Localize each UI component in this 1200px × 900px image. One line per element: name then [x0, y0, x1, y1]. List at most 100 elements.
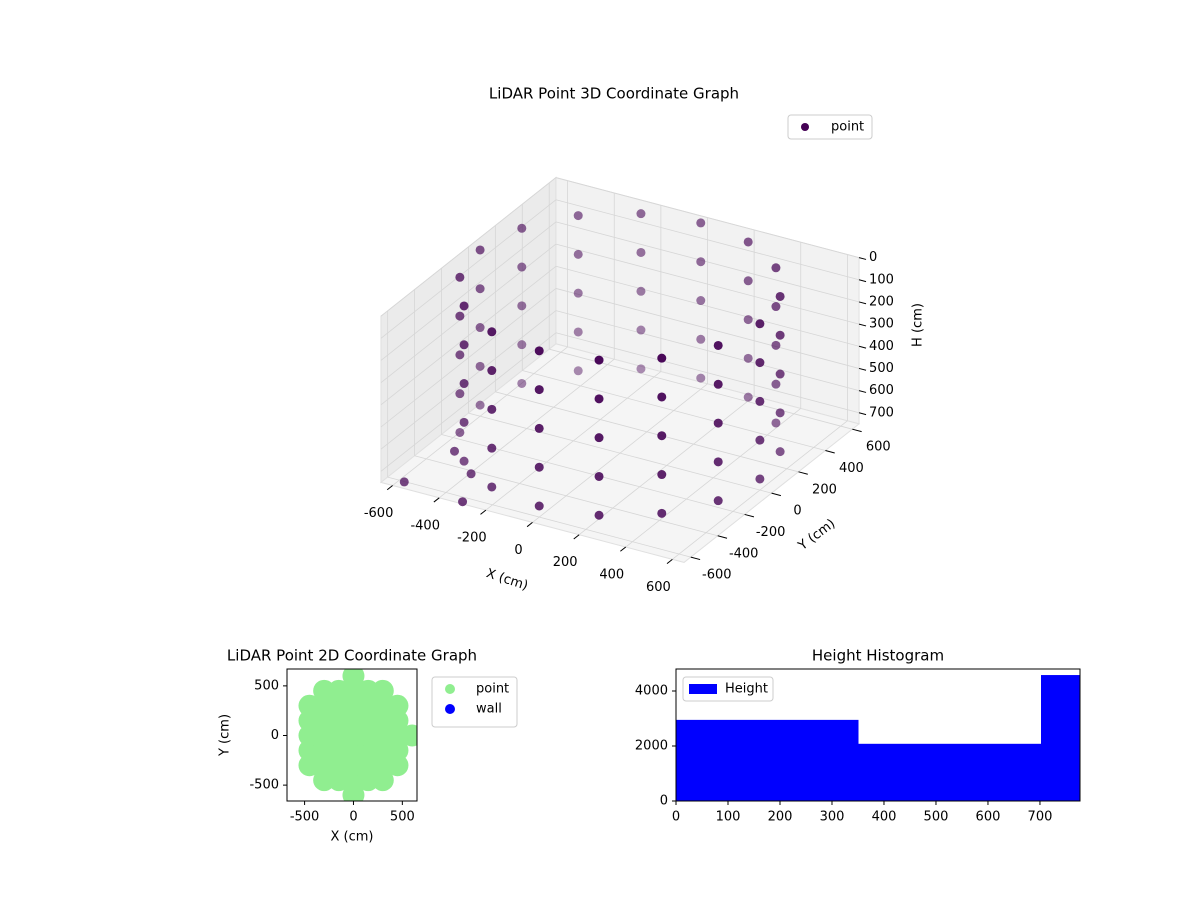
point [459, 379, 469, 389]
point [517, 262, 527, 272]
point [771, 418, 781, 428]
point [487, 443, 497, 453]
point [401, 724, 417, 747]
point [487, 366, 497, 376]
point [455, 311, 465, 321]
point [771, 379, 781, 389]
x-axis-label: X (cm) [484, 566, 530, 594]
point [755, 358, 765, 368]
point [594, 433, 604, 443]
tick-mark [480, 509, 487, 515]
point [459, 417, 469, 427]
point [534, 501, 544, 511]
x-tick-label: -200 [457, 531, 487, 546]
plot-area [676, 675, 1080, 801]
tick-mark [744, 513, 755, 518]
z-tick-label: 200 [869, 294, 894, 309]
legend-marker [801, 123, 809, 131]
point [594, 510, 604, 520]
tick-mark [690, 556, 701, 561]
point [594, 394, 604, 404]
z-tick-label: 0 [869, 250, 877, 265]
point [458, 497, 468, 507]
tick-mark [433, 497, 440, 503]
point [475, 361, 485, 371]
grid-line [380, 221, 557, 361]
y-tick-label: 0 [660, 794, 668, 809]
tick-mark [852, 428, 862, 433]
point [455, 427, 465, 437]
grid-line [380, 243, 557, 383]
y-tick-label: 4000 [635, 684, 668, 699]
point [636, 286, 646, 296]
point [743, 237, 753, 247]
tick-mark [858, 257, 867, 260]
grid-line [380, 177, 557, 317]
point [517, 378, 527, 388]
legend-label: wall [476, 702, 502, 717]
tick-mark [858, 345, 867, 349]
grid-line [555, 177, 860, 258]
grid-line [414, 455, 718, 537]
point [696, 334, 706, 344]
y-tick-label: 600 [866, 440, 891, 455]
x-tick-label: 0 [349, 810, 357, 825]
point [573, 366, 583, 376]
point [399, 477, 409, 487]
point [455, 350, 465, 360]
z-tick-label: 300 [869, 317, 894, 332]
point [743, 276, 753, 286]
point [487, 482, 497, 492]
point [475, 400, 485, 410]
y-axis-label: Y (cm) [218, 714, 233, 757]
point [466, 469, 476, 479]
z-axis-label: H (cm) [911, 303, 926, 347]
y-tick-label: 0 [271, 728, 279, 743]
point [459, 456, 469, 466]
point [713, 496, 723, 506]
grid-line [555, 199, 860, 281]
point [775, 291, 785, 301]
grid-line [387, 476, 691, 558]
point [755, 435, 765, 445]
tick-mark [825, 450, 835, 454]
point [755, 319, 765, 329]
legend-label: point [831, 120, 864, 135]
grid-line [495, 391, 799, 473]
point [573, 211, 583, 221]
plot-area [298, 669, 417, 801]
x-tick-label: 200 [768, 810, 793, 825]
point [636, 325, 646, 335]
grid-line [380, 265, 557, 406]
x-tick-label: 600 [646, 580, 671, 595]
point [517, 340, 527, 350]
legend-box [787, 114, 873, 140]
bar [1041, 675, 1080, 801]
y-tick-label: -600 [702, 568, 732, 583]
x-tick-label: 300 [820, 810, 845, 825]
x-tick-label: 0 [514, 543, 522, 558]
point [743, 392, 753, 402]
x-tick-label: 200 [553, 555, 578, 570]
z-tick-label: 600 [869, 383, 894, 398]
x-tick-label: 100 [716, 810, 741, 825]
point [475, 284, 485, 294]
tick-mark [798, 471, 808, 475]
point [573, 288, 583, 298]
x-tick-label: 600 [976, 810, 1001, 825]
point [657, 353, 667, 363]
z-tick-label: 700 [869, 405, 894, 420]
y-tick-label: -500 [249, 778, 279, 793]
point [534, 423, 544, 433]
tick-mark [771, 492, 782, 497]
grid-line [380, 332, 557, 472]
y-axis-label: Y (cm) [795, 516, 838, 554]
legend-patch [689, 684, 717, 694]
tick-mark [526, 522, 533, 528]
tick-mark [858, 412, 867, 416]
point [455, 272, 465, 282]
legend-marker [445, 704, 455, 714]
point [771, 340, 781, 350]
x-tick-label: -500 [290, 810, 320, 825]
